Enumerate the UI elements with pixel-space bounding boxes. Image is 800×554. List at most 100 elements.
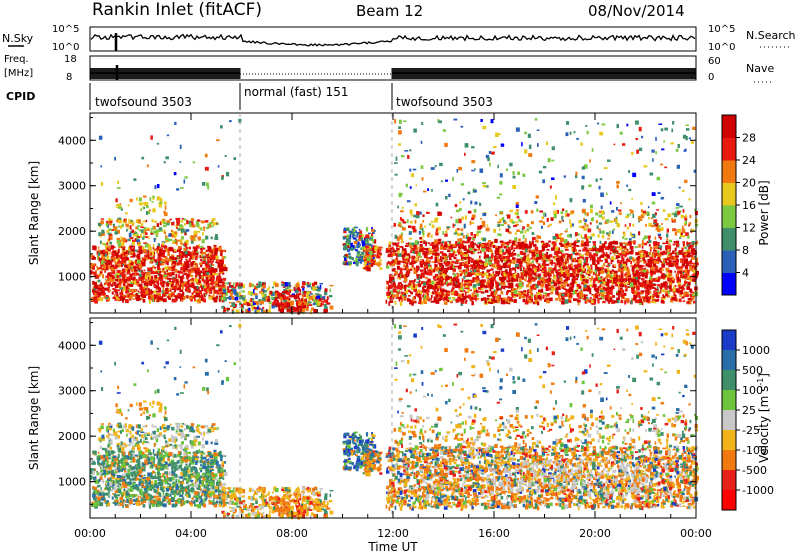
power-cell [369,245,372,250]
power-cell [365,256,369,259]
nave-label: Nave [746,62,774,75]
power-cell [119,295,123,298]
power-cell [484,242,489,246]
power-cell [150,135,153,140]
power-cell [152,246,155,250]
power-cell [660,286,663,291]
power-cell [116,219,120,223]
power-cell [250,291,253,297]
power-cell [406,263,409,266]
power-cell [283,295,286,300]
power-cell [106,297,111,301]
power-cell [439,272,443,275]
power-cell [474,293,479,297]
power-cell [619,268,624,273]
power-cell [132,248,135,252]
power-cell [92,288,96,293]
power-cell [144,286,148,288]
power-cell [163,161,166,164]
power-cell [375,255,378,258]
power-cell [206,266,209,270]
power-cell [295,298,297,302]
power-cell [193,295,197,298]
power-cell [134,269,138,272]
power-cell [440,282,443,287]
power-cell [293,309,297,313]
power-cell [353,241,358,245]
power-cell [93,297,97,302]
power-cell [289,308,292,313]
power-cell [445,276,449,280]
power-cell [227,286,230,290]
power-cell [104,253,107,257]
power-cell [316,295,320,299]
power-cell [378,262,381,267]
power-cell [156,184,160,189]
power-cell [238,284,243,289]
power-cell [119,204,122,208]
power-cell [188,284,191,287]
power-cell [618,285,620,290]
power-cell [326,296,329,300]
power-cell [219,271,223,274]
power-cell [174,262,178,266]
power-cell [190,297,193,302]
power-cell [365,265,369,268]
power-cell [288,283,291,287]
power-cell [458,243,461,247]
power-cell [555,269,558,273]
power-cell [143,269,146,272]
power-cell [526,284,529,288]
power-cell [665,261,669,266]
power-cell [410,267,414,269]
power-cell [107,295,109,299]
power-cell [142,236,145,240]
power-cell [548,244,551,248]
power-cell [367,255,370,257]
power-cell [251,283,254,287]
power-cell [451,247,454,251]
power-cell [120,240,122,243]
power-cell [181,236,184,240]
power-cell [687,298,692,301]
power-cell [136,234,140,238]
power-cell [564,244,569,249]
power-cell [430,268,434,273]
power-cell [659,251,663,255]
power-cell [159,263,163,266]
power-cell [564,284,566,288]
power-cell [474,242,476,246]
power-cell [157,246,162,251]
power-cell [163,290,166,294]
power-cell [168,246,173,252]
power-cell [510,259,513,264]
power-cell [496,264,499,267]
power-cell [317,301,321,306]
power-cell [138,202,143,206]
power-cell [211,264,215,266]
power-cell [251,300,253,306]
power-cell [604,281,607,284]
power-cell [190,270,194,273]
nsky-panel-frame [89,26,697,52]
power-cell [185,258,188,261]
power-cell [413,244,417,249]
power-cell [686,243,691,248]
power-cell [103,295,106,298]
power-cell [184,288,187,292]
power-cell [213,270,216,275]
power-cell [480,250,482,254]
power-cell [172,234,175,238]
power-cell [142,299,146,303]
power-cell [133,245,135,248]
power-cell [221,305,225,309]
power-cell [323,296,326,300]
power-cell [548,282,552,285]
power-cell [409,242,413,246]
power-cell [405,275,409,278]
power-cell [188,246,191,250]
power-cell [159,270,163,273]
power-cell [178,252,181,256]
power-cell [293,294,297,298]
power-cell [614,241,619,245]
